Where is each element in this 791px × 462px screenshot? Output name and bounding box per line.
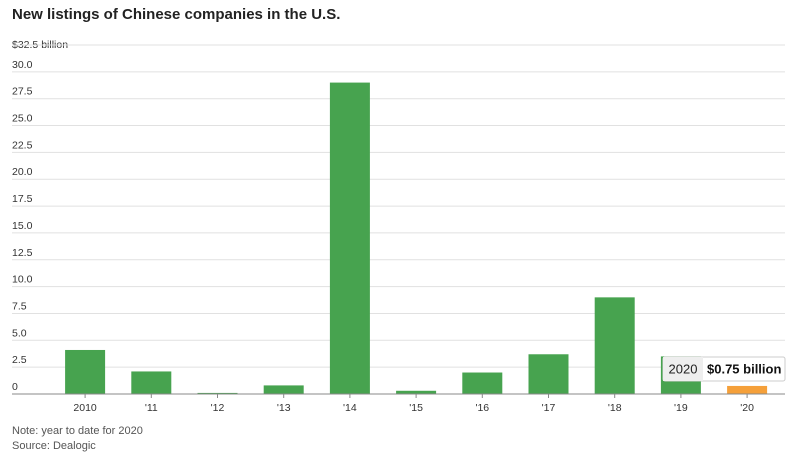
x-tick-label: '16 (475, 402, 489, 414)
y-tick-label: 17.5 (12, 193, 33, 205)
bar-8[interactable] (594, 297, 635, 394)
chart-title: New listings of Chinese companies in the… (12, 6, 341, 23)
bar-1[interactable] (131, 371, 172, 394)
bar-3[interactable] (263, 385, 304, 394)
y-tick-label: 22.5 (12, 139, 33, 151)
bar-chart: 0 2.5 5.0 7.5 10.0 12.5 15.0 17.5 20.0 22.5 25.0 27… (12, 44, 786, 414)
x-tick-label: '19 (674, 402, 688, 414)
bar-6[interactable] (462, 372, 503, 394)
footnote: Note: year to date for 2020 (12, 425, 143, 437)
bar-10[interactable] (727, 385, 768, 394)
y-tick-label: 5.0 (12, 327, 27, 339)
y-tick-label: 15.0 (12, 220, 33, 232)
x-tick-label: '20 (740, 402, 754, 414)
x-tick-label: '13 (277, 402, 291, 414)
tooltip-label: 2020 (669, 362, 698, 377)
x-tick-label: '18 (608, 402, 622, 414)
x-tick-label: 2010 (73, 402, 97, 414)
y-tick-label: 7.5 (12, 300, 27, 312)
bar-5[interactable] (396, 390, 437, 394)
y-tick-label: 2.5 (12, 354, 27, 366)
x-tick-label: '15 (409, 402, 423, 414)
chart-footer: Note: year to date for 2020 Source: Deal… (12, 424, 143, 454)
tooltip-label-bg (663, 357, 703, 381)
bar-4[interactable] (329, 82, 370, 394)
bar-tooltip: 2020 $0.75 billion (662, 356, 786, 382)
y-tick-label: 10.0 (12, 274, 33, 286)
y-tick-label: 0 (12, 381, 18, 393)
source-credit: Source: Dealogic (12, 440, 96, 452)
bar-2[interactable] (197, 392, 238, 394)
y-tick-label: 12.5 (12, 247, 33, 259)
x-tick-label: '11 (145, 402, 158, 414)
y-tick-label: 30.0 (12, 59, 33, 71)
x-tick-label: '14 (343, 402, 357, 414)
y-tick-label: 25.0 (12, 113, 33, 125)
x-tick-label: '12 (211, 402, 225, 414)
tooltip-value: $0.75 billion (707, 362, 781, 377)
y-tick-label: 20.0 (12, 166, 33, 178)
bar-7[interactable] (528, 354, 569, 394)
x-tick-label: '17 (542, 402, 556, 414)
bar-0[interactable] (65, 349, 106, 394)
y-tick-label: 27.5 (12, 86, 33, 98)
